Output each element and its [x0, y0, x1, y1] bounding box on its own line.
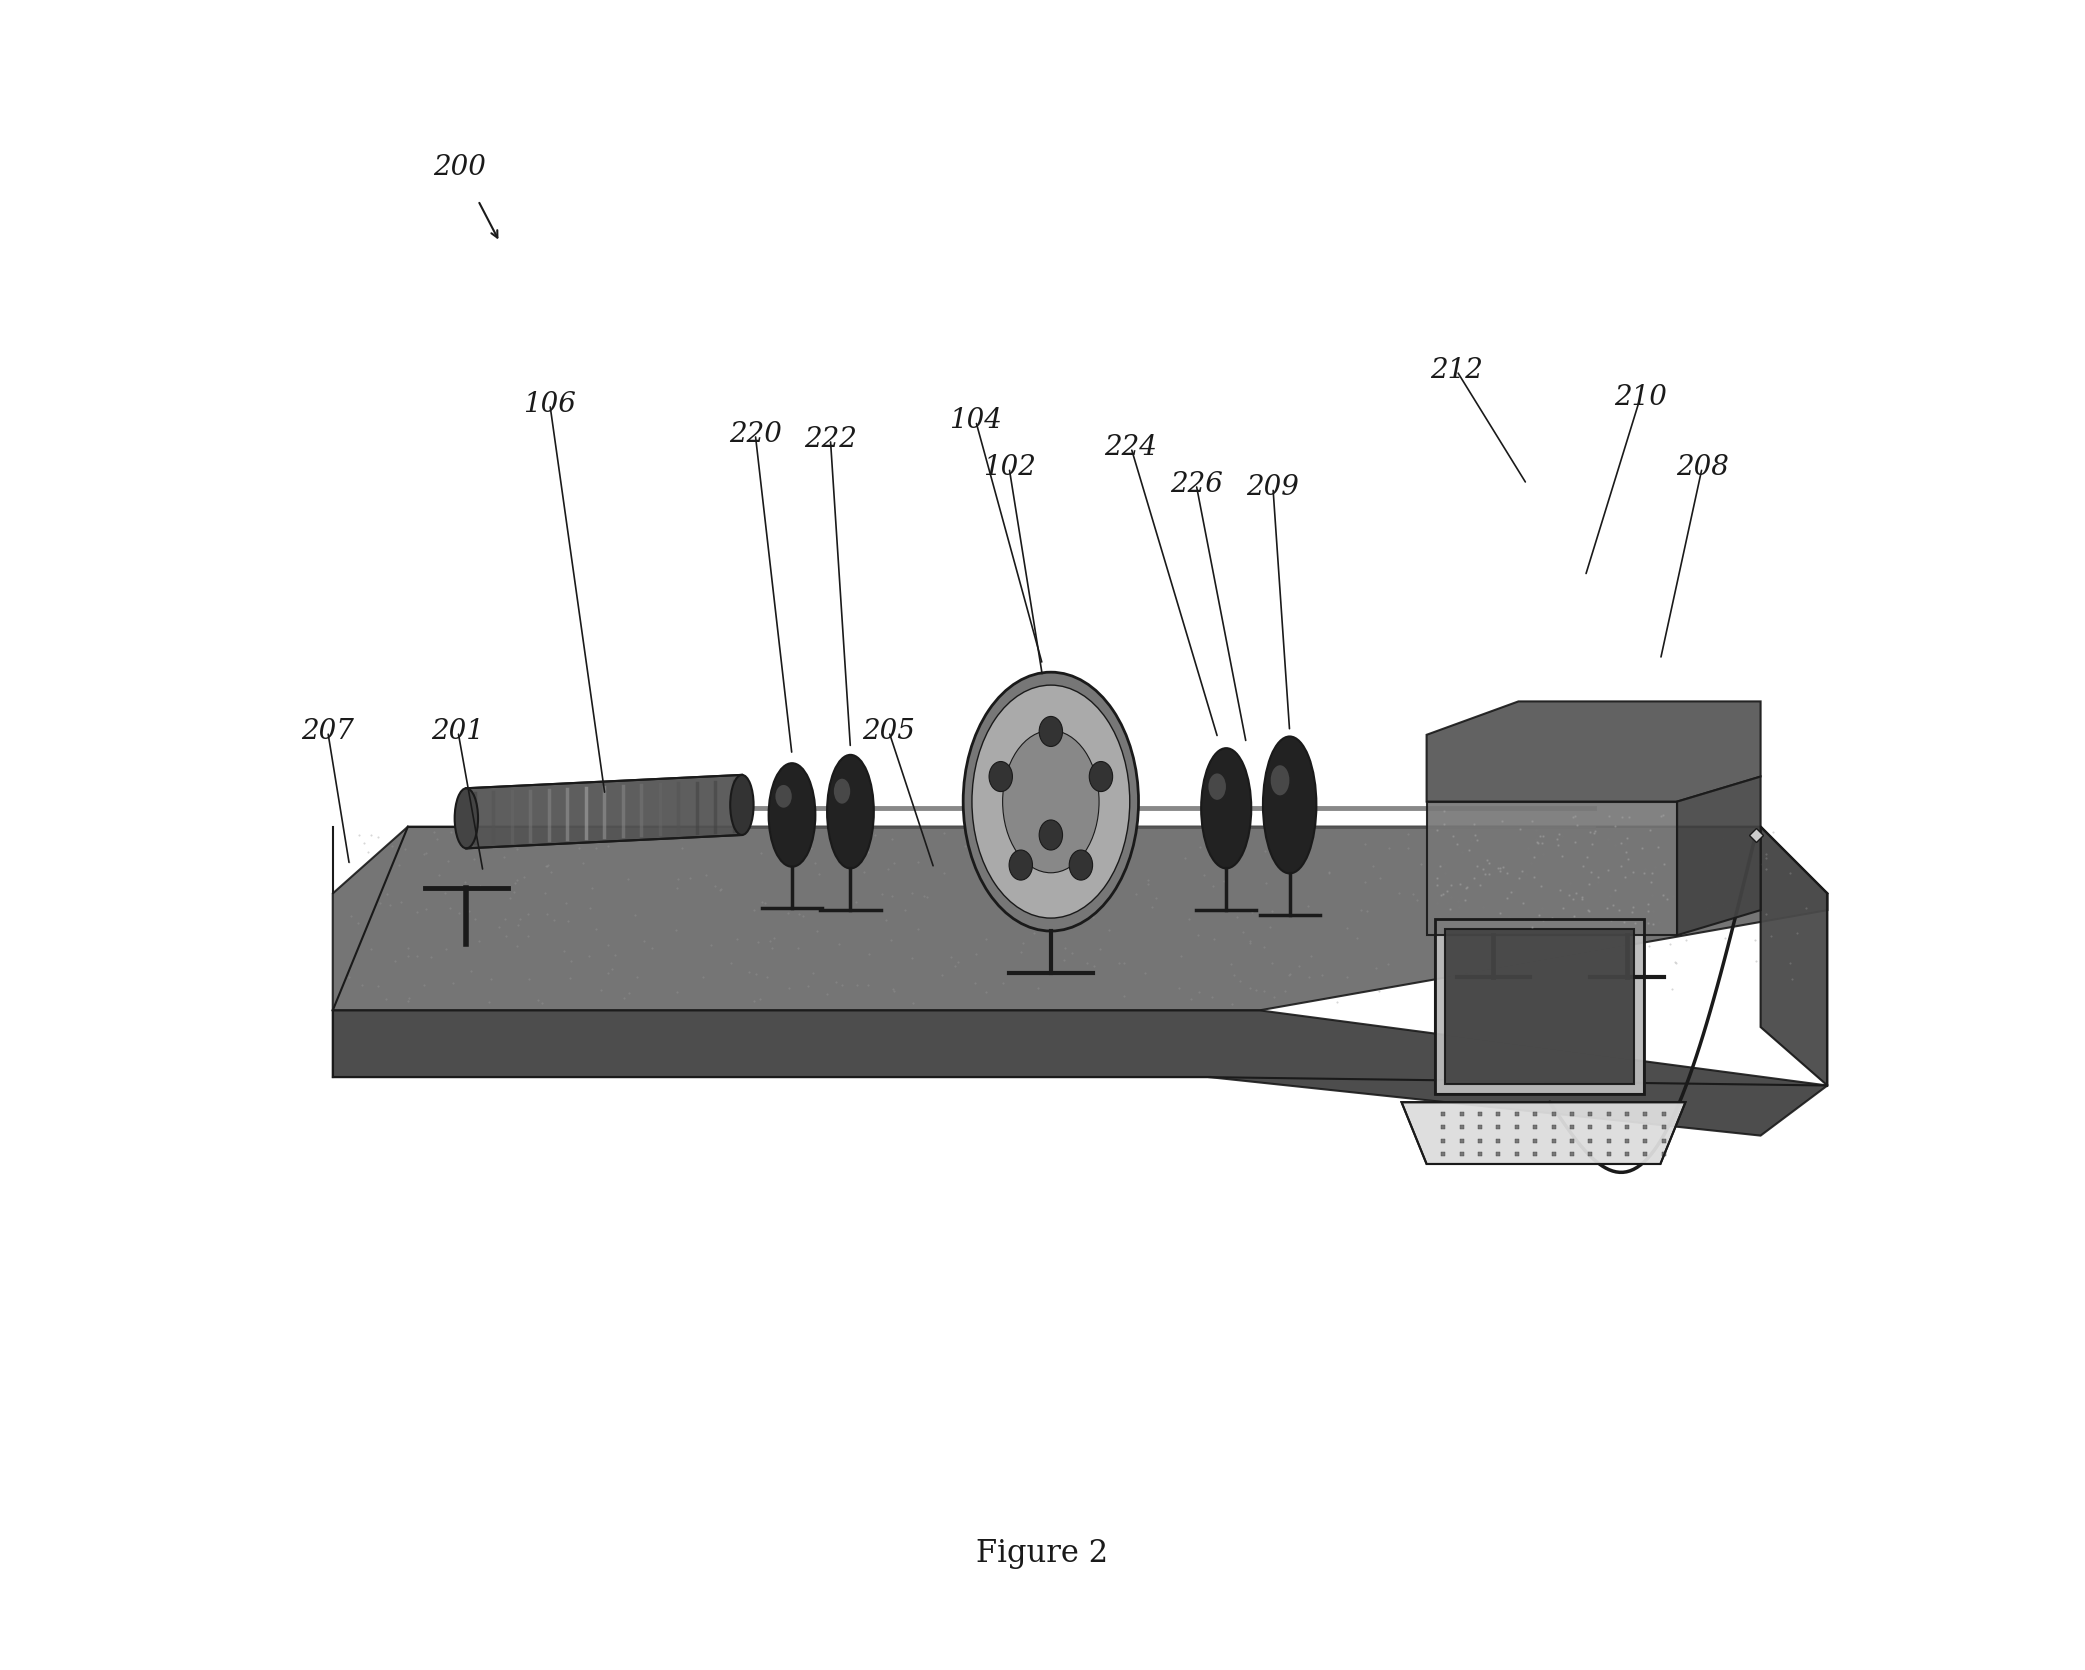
- Ellipse shape: [1003, 730, 1099, 873]
- Polygon shape: [334, 1010, 1826, 1136]
- Ellipse shape: [730, 775, 753, 835]
- Ellipse shape: [828, 755, 874, 868]
- Ellipse shape: [776, 785, 792, 808]
- Text: 226: 226: [1170, 471, 1222, 498]
- Text: 220: 220: [730, 421, 782, 448]
- Ellipse shape: [1070, 850, 1093, 880]
- Ellipse shape: [1038, 716, 1063, 746]
- Polygon shape: [1434, 919, 1643, 1094]
- Polygon shape: [467, 775, 742, 848]
- Text: 102: 102: [982, 454, 1036, 481]
- Text: Figure 2: Figure 2: [976, 1538, 1109, 1568]
- Text: 200: 200: [434, 154, 486, 182]
- Ellipse shape: [1264, 736, 1316, 873]
- Text: 224: 224: [1105, 434, 1157, 461]
- Polygon shape: [1760, 827, 1826, 1086]
- Text: 208: 208: [1676, 454, 1728, 481]
- Text: 207: 207: [302, 718, 354, 745]
- Ellipse shape: [1270, 765, 1289, 795]
- Ellipse shape: [963, 671, 1138, 932]
- Text: 222: 222: [805, 426, 857, 453]
- Text: 209: 209: [1247, 474, 1299, 501]
- Ellipse shape: [769, 763, 815, 867]
- Ellipse shape: [988, 762, 1013, 792]
- Text: 205: 205: [863, 718, 915, 745]
- Polygon shape: [1445, 929, 1635, 1084]
- Ellipse shape: [1038, 820, 1063, 850]
- Polygon shape: [1676, 777, 1760, 935]
- Text: 201: 201: [432, 718, 484, 745]
- Text: 210: 210: [1614, 384, 1666, 411]
- Polygon shape: [334, 827, 1826, 1010]
- Ellipse shape: [455, 788, 477, 848]
- Polygon shape: [1426, 802, 1676, 935]
- Text: 106: 106: [523, 391, 575, 418]
- Ellipse shape: [1088, 762, 1113, 792]
- Text: 104: 104: [949, 407, 1003, 434]
- Text: 212: 212: [1430, 357, 1482, 384]
- Ellipse shape: [1201, 748, 1251, 868]
- Ellipse shape: [972, 685, 1130, 918]
- Ellipse shape: [1209, 773, 1226, 800]
- Ellipse shape: [1009, 850, 1032, 880]
- Ellipse shape: [834, 778, 851, 803]
- Polygon shape: [1426, 701, 1760, 802]
- Polygon shape: [1401, 1102, 1685, 1164]
